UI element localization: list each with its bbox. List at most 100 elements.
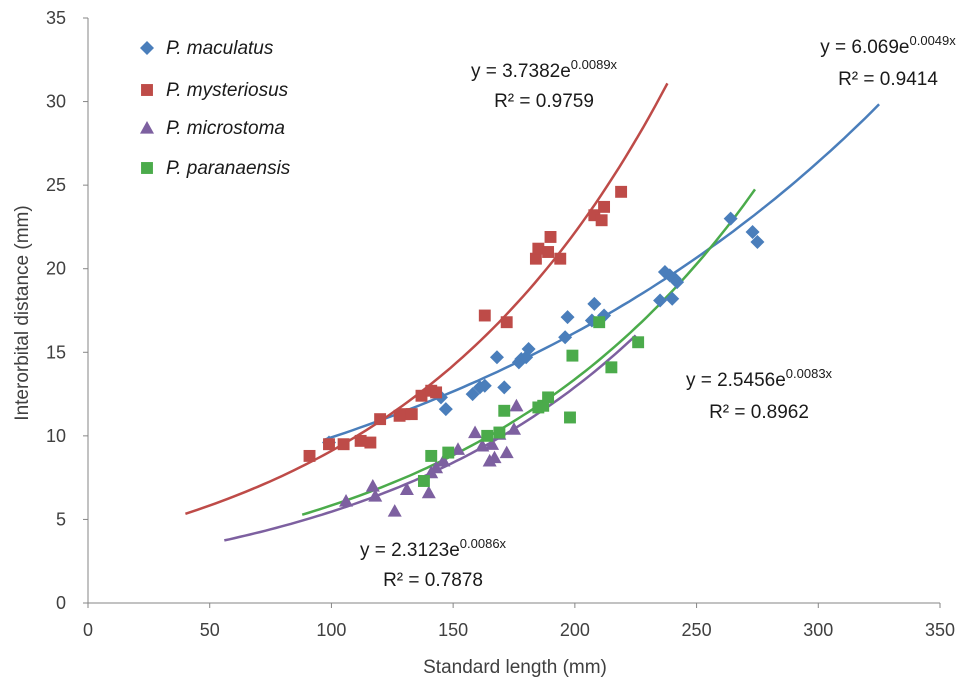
data-point-series-0: [750, 234, 765, 249]
data-point-series-0: [558, 330, 573, 345]
data-point-series-1: [598, 200, 611, 213]
data-point-series-1: [595, 214, 608, 227]
data-point-series-0: [653, 293, 668, 308]
data-point-series-2: [507, 422, 521, 435]
data-point-series-2: [475, 438, 490, 452]
data-point-series-2: [429, 460, 444, 474]
data-point-series-1: [337, 438, 350, 451]
x-tick-label: 300: [803, 620, 833, 640]
data-point-series-0: [497, 380, 512, 395]
y-tick-label: 15: [46, 342, 66, 362]
data-point-series-0: [477, 378, 492, 393]
data-point-series-1: [398, 408, 411, 421]
data-point-series-0: [587, 296, 602, 311]
data-point-series-0: [521, 341, 536, 356]
y-tick-label: 35: [46, 8, 66, 28]
data-point-series-1: [430, 386, 443, 399]
trend-line-0: [323, 103, 880, 441]
trend-equation-3: y = 2.5456e0.0083x: [686, 366, 833, 391]
data-point-series-1: [532, 242, 545, 255]
y-tick-label: 10: [46, 426, 66, 446]
y-tick-label: 30: [46, 92, 66, 112]
data-point-series-1: [374, 413, 387, 426]
data-point-series-1: [529, 252, 542, 265]
data-point-series-3: [605, 361, 618, 374]
data-point-series-1: [323, 438, 335, 451]
x-tick-label: 0: [83, 620, 93, 640]
trend-equation-1: y = 3.7382e0.0089x: [471, 57, 618, 82]
legend-label-1: P. mysteriosus: [166, 80, 289, 101]
data-point-series-3: [498, 404, 511, 417]
data-point-series-1: [354, 434, 367, 447]
data-point-series-2: [421, 485, 436, 499]
data-point-series-1: [364, 436, 377, 449]
trend-line-2: [224, 334, 637, 542]
legend-marker-2: [140, 121, 154, 134]
legend-label-0: P. maculatus: [166, 38, 274, 59]
data-point-series-2: [387, 504, 402, 517]
data-point-series-1: [588, 209, 601, 222]
chart-axes: 0 50 100 150 200 250 300 350 0 5 10 15 20 25 30 35: [46, 8, 955, 640]
data-point-series-3: [442, 446, 455, 459]
data-point-series-0: [438, 402, 453, 417]
data-point-series-2: [399, 482, 414, 495]
data-point-series-3: [542, 391, 555, 404]
data-point-series-2: [487, 450, 502, 464]
trend-lines: [185, 82, 880, 542]
legend-label-3: P. paranaensis: [166, 158, 291, 179]
y-axis-title: Interorbital distance (mm): [12, 205, 33, 420]
x-tick-label: 350: [925, 620, 955, 640]
data-point-series-0: [723, 211, 738, 226]
trend-r2-1: R² = 0.9759: [494, 91, 594, 112]
data-point-series-3: [537, 399, 550, 412]
y-tick-label: 0: [56, 593, 66, 613]
data-point-series-1: [303, 449, 316, 462]
x-tick-label: 250: [682, 620, 712, 640]
x-tick-label: 150: [438, 620, 468, 640]
data-point-series-2: [499, 445, 514, 459]
data-point-series-1: [544, 231, 557, 243]
data-point-series-0: [670, 275, 685, 290]
trend-r2-3: R² = 0.8962: [709, 402, 809, 423]
data-points: [303, 185, 765, 517]
data-point-series-0: [560, 310, 575, 325]
y-tick-label: 20: [46, 259, 66, 279]
data-point-series-2: [436, 453, 451, 467]
data-point-series-1: [500, 316, 513, 329]
data-point-series-1: [542, 246, 555, 258]
legend-label-2: P. microstoma: [166, 118, 285, 139]
data-point-series-3: [564, 411, 576, 424]
data-point-series-3: [425, 449, 438, 462]
data-point-series-0: [489, 350, 504, 365]
data-point-series-2: [468, 425, 483, 439]
data-point-series-3: [493, 426, 506, 439]
data-point-series-2: [339, 494, 354, 507]
x-axis-title: Standard length (mm): [423, 657, 607, 678]
data-point-series-1: [554, 252, 567, 265]
data-point-series-1: [405, 408, 418, 421]
legend-marker-1: [141, 84, 153, 96]
data-point-series-0: [665, 291, 680, 306]
trend-equations: y = 6.069e0.0049x R² = 0.9414 y = 3.7382e0…: [360, 33, 956, 591]
y-tick-label: 5: [56, 509, 66, 529]
data-point-series-3: [593, 316, 606, 329]
data-point-series-3: [632, 336, 645, 349]
legend-marker-0: [140, 41, 154, 55]
data-point-series-2: [509, 398, 524, 412]
data-point-series-2: [365, 479, 380, 492]
trend-equation-2: y = 2.3123e0.0086x: [360, 536, 507, 561]
data-point-series-0: [745, 224, 760, 239]
x-tick-label: 200: [560, 620, 590, 640]
data-point-series-1: [415, 389, 428, 402]
data-point-series-3: [566, 349, 579, 362]
x-tick-label: 50: [200, 620, 220, 640]
data-point-series-2: [368, 489, 383, 502]
data-point-series-1: [615, 185, 628, 198]
data-point-series-3: [481, 429, 494, 442]
legend-marker-3: [141, 162, 153, 174]
trend-r2-2: R² = 0.7878: [383, 570, 483, 591]
x-tick-label: 100: [316, 620, 346, 640]
data-point-series-2: [485, 437, 500, 450]
data-point-series-2: [451, 442, 466, 455]
